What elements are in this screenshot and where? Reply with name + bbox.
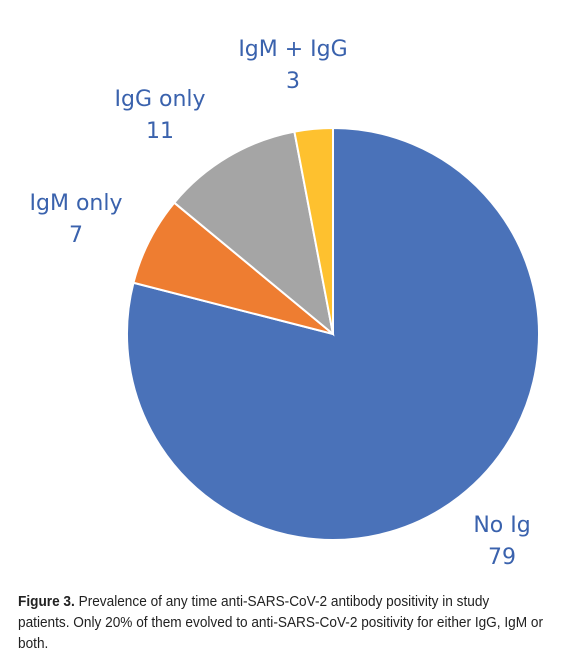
slice-label-igg-only: IgG only [114, 87, 205, 112]
pie-chart: No Ig 79 IgM only 7 IgG only 11 IgM + IgG 3 [30, 37, 540, 570]
caption-text: Prevalence of any time anti-SARS-CoV-2 a… [18, 594, 543, 652]
figure-label: Figure 3. [18, 594, 75, 610]
slice-label-igm-igg: IgM + IgG [238, 37, 347, 62]
pie-slice-igm-igg [293, 126, 334, 335]
slice-value-no-ig: 79 [488, 545, 516, 570]
slice-value-igg-only: 11 [146, 119, 174, 144]
slice-label-no-ig: No Ig [473, 513, 530, 538]
figure-caption: Figure 3. Prevalence of any time anti-SA… [18, 592, 544, 655]
slice-value-igm-igg: 3 [286, 69, 300, 94]
slice-label-igm-only: IgM only [30, 191, 123, 216]
pie-slice-igg-only [172, 130, 335, 337]
slice-value-igm-only: 7 [69, 223, 83, 248]
